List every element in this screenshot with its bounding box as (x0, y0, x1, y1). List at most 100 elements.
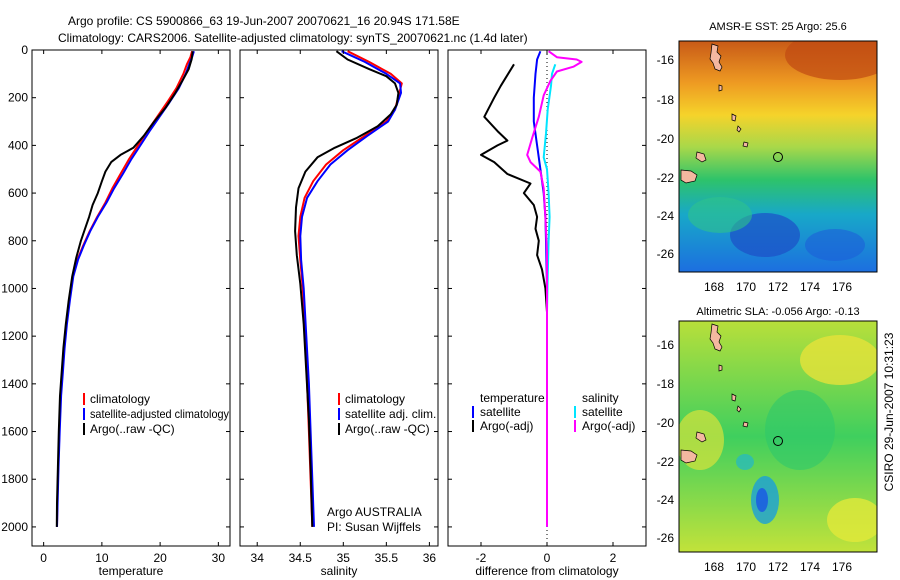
header-line-2: Climatology: CARS2006. Satellite-adjuste… (58, 31, 528, 45)
sla-ytick-3: -22 (657, 455, 675, 469)
temperature-legend: climatology satellite-adjusted climatolo… (83, 392, 229, 436)
sst-map: AMSR-E SST: 25 Argo: 25.6 -16 -18 -20 -2… (657, 21, 878, 294)
x-tick-label: 2 (610, 551, 617, 565)
argo-float-marker (773, 152, 783, 162)
island (680, 449, 698, 464)
series-line-argo-raw-qc (55, 51, 194, 527)
temperature-lines (55, 50, 195, 527)
sst-map-frame (678, 40, 878, 273)
sst-xtick-1: 170 (736, 280, 756, 294)
y-tick-label: 0 (21, 43, 28, 57)
sla-ytick-1: -18 (657, 377, 675, 391)
y-tick-label: 800 (8, 234, 28, 248)
island (695, 151, 707, 163)
y-tick-label: 600 (8, 186, 28, 200)
sla-low-patch (756, 488, 768, 512)
y-tick-label: 200 (8, 91, 28, 105)
island (680, 169, 698, 184)
y-tick-label: 1600 (1, 425, 28, 439)
sst-ytick-5: -26 (657, 247, 675, 261)
island (718, 84, 723, 92)
temperature-panel: 0 10 20 30 0 200 400 600 800 1000 1200 1400 1600 1800… (1, 43, 231, 578)
island (709, 323, 723, 352)
sla-xtick-4: 176 (832, 560, 852, 574)
x-tick-label: -2 (476, 551, 487, 565)
sla-ytick-2: -20 (657, 416, 675, 430)
island (695, 431, 707, 443)
sst-map-title: AMSR-E SST: 25 Argo: 25.6 (709, 21, 847, 33)
island (742, 421, 749, 428)
island (709, 43, 723, 72)
difference-panel: -2 0 2 difference from climatology tempera… (447, 49, 647, 578)
sla-map-frame (678, 320, 878, 553)
difference-legend-left-2: Argo(-adj) (480, 419, 533, 433)
y-tick-label: 400 (8, 138, 28, 152)
x-tick-label: 34 (251, 551, 265, 565)
difference-ticks: -2 0 2 (448, 49, 646, 565)
y-tick-label: 1200 (1, 329, 28, 343)
series-line-satellite-adj-clim (299, 50, 402, 527)
argo-australia-annotation: Argo AUSTRALIA (327, 505, 422, 519)
sla-low-patch (736, 454, 754, 470)
salinity-legend: climatology satellite adj. clim. Argo(..… (338, 392, 436, 436)
salinity-xlabel: salinity (321, 564, 358, 578)
sla-high-patch (800, 335, 877, 385)
difference-legend-left-0: temperature (480, 391, 545, 405)
difference-legend-left-1: satellite (480, 405, 521, 419)
salinity-axes-frame (239, 49, 439, 547)
sst-xtick-2: 172 (768, 280, 788, 294)
salinity-legend-2: Argo(..raw -QC) (345, 422, 430, 436)
y-tick-label: 2000 (1, 520, 28, 534)
sst-map-ticks: -16 -18 -20 -22 -24 -26 168 170 172 174 … (657, 53, 853, 294)
difference-lines (480, 50, 583, 527)
sla-xtick-3: 174 (800, 560, 820, 574)
island (742, 141, 749, 148)
salinity-legend-0: climatology (345, 392, 405, 406)
sst-cool-patch (805, 229, 865, 261)
y-tick-label: 1400 (1, 377, 28, 391)
temperature-xlabel: temperature (99, 564, 164, 578)
salinity-lines (294, 50, 403, 527)
sst-ytick-4: -24 (657, 209, 675, 223)
sla-map-ticks: -16 -18 -20 -22 -24 -26 168 170 172 174 … (657, 338, 853, 574)
sst-ytick-3: -22 (657, 171, 675, 185)
island (718, 364, 723, 372)
temperature-legend-1: satellite-adjusted climatology (90, 407, 229, 421)
series-line-temperature-argo-adj (480, 63, 548, 527)
sla-xtick-0: 168 (704, 560, 724, 574)
sla-xtick-2: 172 (768, 560, 788, 574)
salinity-panel: 34 34.5 35 35.5 36 salinity climatology sate… (239, 49, 439, 578)
series-line-argo-raw-qc (294, 50, 400, 527)
x-tick-label: 0 (40, 551, 47, 565)
sst-green-patch (688, 197, 752, 233)
sst-xtick-0: 168 (704, 280, 724, 294)
temperature-legend-2: Argo(..raw -QC) (90, 422, 175, 436)
side-timestamp: CSIRO 29-Jun-2007 10:31:23 (882, 332, 896, 491)
temperature-axes-frame (31, 49, 231, 547)
sla-ytick-0: -16 (657, 338, 675, 352)
salinity-legend-1: satellite adj. clim. (345, 407, 436, 421)
sst-warm-patch (785, 41, 877, 80)
x-tick-label: 35.5 (375, 551, 399, 565)
sst-ytick-1: -18 (657, 93, 675, 107)
y-tick-label: 1800 (1, 472, 28, 486)
difference-legend-right-2: Argo(-adj) (582, 419, 635, 433)
difference-xlabel: difference from climatology (475, 564, 618, 578)
difference-legend-right-0: salinity (582, 391, 619, 405)
x-tick-label: 36 (423, 551, 437, 565)
header-line-1: Argo profile: CS 5900866_63 19-Jun-2007 … (68, 14, 460, 28)
temperature-legend-0: climatology (90, 392, 150, 406)
sst-ytick-0: -16 (657, 53, 675, 67)
sla-high-patch (827, 498, 877, 542)
sla-xtick-1: 170 (736, 560, 756, 574)
x-tick-label: 0 (544, 551, 551, 565)
x-tick-label: 10 (95, 551, 109, 565)
y-tick-label: 1000 (1, 281, 28, 295)
argo-float-marker (773, 436, 783, 446)
salinity-ticks: 34 34.5 35 35.5 36 (240, 49, 438, 565)
x-tick-label: 30 (212, 551, 226, 565)
sst-xtick-4: 176 (832, 280, 852, 294)
island (731, 393, 742, 413)
sla-ytick-5: -26 (657, 531, 675, 545)
